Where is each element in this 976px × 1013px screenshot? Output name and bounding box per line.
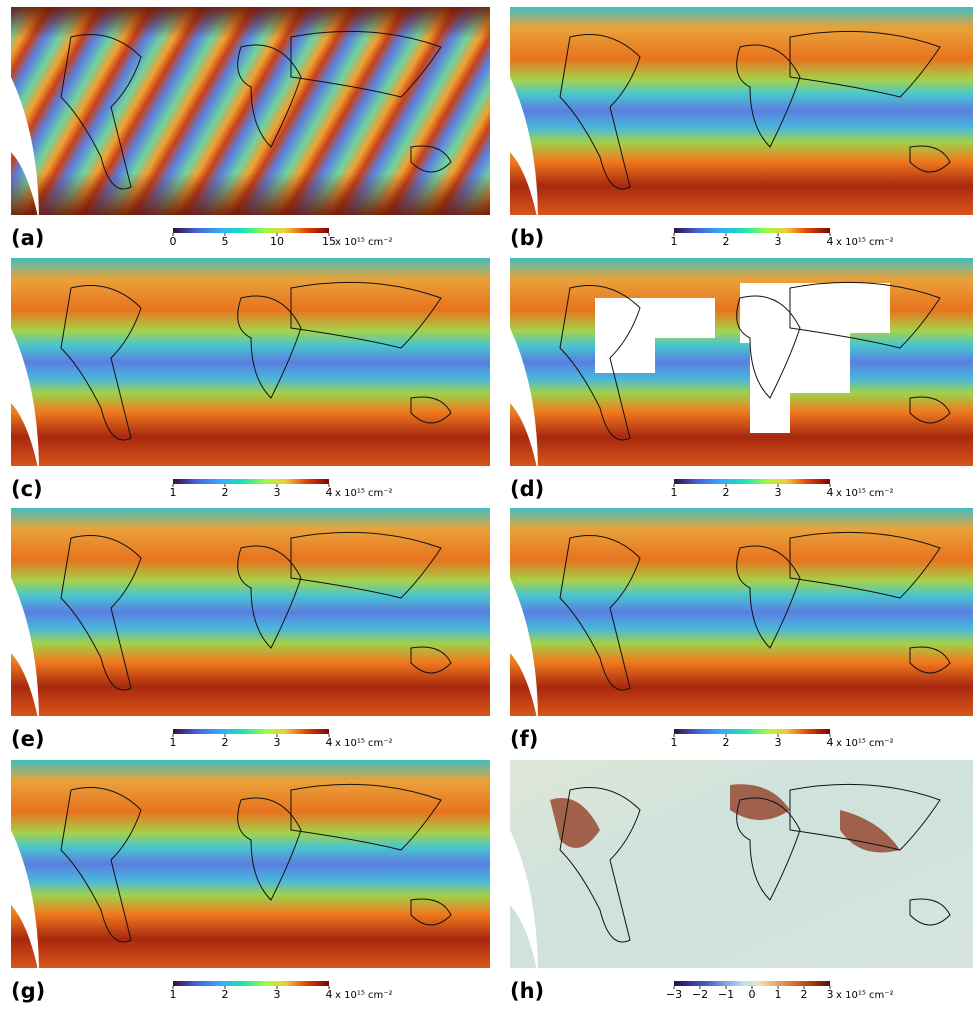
colorbar-tick-label: 1 — [170, 736, 177, 749]
colorbar-unit: x 10¹⁵ cm⁻² — [836, 738, 894, 749]
panel-label: (b) — [510, 226, 544, 250]
panel: (b) 1 2 3 4 x 10¹⁵ cm⁻² — [510, 7, 973, 250]
panel-label: (h) — [510, 979, 544, 1003]
orbit-gap — [510, 830, 538, 975]
colorbar — [173, 228, 329, 233]
panel: (c) 1 2 3 4 x 10¹⁵ cm⁻² — [11, 258, 490, 501]
colorbar-tick-label: 2 — [723, 235, 730, 248]
colorbar — [173, 981, 329, 986]
map — [11, 508, 490, 716]
panel-label: (e) — [11, 727, 44, 751]
colorbar-tick-label: 3 — [775, 486, 782, 499]
colorbar-tick-label: 4 — [326, 988, 333, 1001]
colorbar-tick-label: −1 — [718, 988, 734, 1001]
colorbar-tick-label: 2 — [723, 736, 730, 749]
coastline — [559, 281, 951, 441]
map — [510, 7, 973, 215]
colorbar-unit: x 10¹⁵ cm⁻² — [335, 237, 393, 248]
panel-label: (g) — [11, 979, 45, 1003]
orbit-gap — [510, 328, 538, 473]
colorbar-unit: x 10¹⁵ cm⁻² — [836, 990, 894, 1001]
colorbar — [674, 729, 830, 734]
colorbar-tick-label: 3 — [827, 988, 834, 1001]
coastline — [60, 783, 452, 943]
colorbar-tick-label: 15 — [322, 235, 336, 248]
panel: (a) 0 5 10 15 x 10¹⁵ cm⁻² — [11, 7, 490, 250]
colorbar-tick-label: 3 — [274, 486, 281, 499]
coastline — [559, 30, 951, 190]
colorbar-tick-label: 4 — [827, 736, 834, 749]
colorbar — [173, 479, 329, 484]
coastline — [60, 281, 452, 441]
colorbar-tick-label: 2 — [723, 486, 730, 499]
colorbar-tick-label: 1 — [170, 486, 177, 499]
colorbar-tick-label: 2 — [222, 736, 229, 749]
colorbar-tick-label: 1 — [671, 486, 678, 499]
coastline — [60, 30, 452, 190]
colorbar-tick-label: 2 — [222, 988, 229, 1001]
colorbar-unit: x 10¹⁵ cm⁻² — [335, 990, 393, 1001]
colorbar-tick-label: 3 — [775, 736, 782, 749]
map — [11, 760, 490, 968]
panel-label: (f) — [510, 727, 538, 751]
coastline — [60, 531, 452, 691]
colorbar-tick-label: 0 — [170, 235, 177, 248]
colorbar-tick-label: 0 — [749, 988, 756, 1001]
colorbar-tick-label: 1 — [170, 988, 177, 1001]
panel: (d) 1 2 3 4 x 10¹⁵ cm⁻² — [510, 258, 973, 501]
panel: (g) 1 2 3 4 x 10¹⁵ cm⁻² — [11, 760, 490, 1003]
colorbar-unit: x 10¹⁵ cm⁻² — [836, 237, 894, 248]
colorbar-tick-label: 4 — [326, 736, 333, 749]
coastline — [559, 531, 951, 691]
colorbar-tick-label: 5 — [222, 235, 229, 248]
colorbar-tick-label: 10 — [270, 235, 284, 248]
colorbar-tick-label: 4 — [827, 486, 834, 499]
orbit-gap — [11, 830, 39, 975]
colorbar-unit: x 10¹⁵ cm⁻² — [335, 738, 393, 749]
emission-hotspots — [550, 784, 900, 853]
panel: (e) 1 2 3 4 x 10¹⁵ cm⁻² — [11, 508, 490, 751]
panel-label: (d) — [510, 477, 544, 501]
orbit-gap — [510, 77, 538, 222]
panel-label: (c) — [11, 477, 43, 501]
colorbar — [674, 981, 830, 986]
colorbar — [173, 729, 329, 734]
colorbar-tick-label: 2 — [801, 988, 808, 1001]
colorbar-tick-label: 2 — [222, 486, 229, 499]
panel: (h) −3 −2 −1 0 1 2 3 x 10¹⁵ cm⁻² — [510, 760, 973, 1003]
missing-data — [595, 283, 890, 433]
orbit-gap — [11, 328, 39, 473]
map-shade — [11, 7, 490, 215]
colorbar-tick-label: −2 — [692, 988, 708, 1001]
colorbar-unit: x 10¹⁵ cm⁻² — [335, 488, 393, 499]
colorbar — [674, 479, 830, 484]
colorbar-tick-label: 3 — [274, 736, 281, 749]
colorbar-unit: x 10¹⁵ cm⁻² — [836, 488, 894, 499]
colorbar-tick-label: 3 — [775, 235, 782, 248]
colorbar-tick-label: 1 — [775, 988, 782, 1001]
orbit-gap — [510, 578, 538, 723]
colorbar — [674, 228, 830, 233]
colorbar-tick-label: 4 — [326, 486, 333, 499]
coastline — [559, 783, 951, 943]
orbit-gap — [11, 77, 39, 222]
panel-label: (a) — [11, 226, 44, 250]
colorbar-tick-label: 4 — [827, 235, 834, 248]
colorbar-tick-label: −3 — [666, 988, 682, 1001]
map — [510, 508, 973, 716]
colorbar-tick-label: 1 — [671, 235, 678, 248]
colorbar-tick-label: 3 — [274, 988, 281, 1001]
panel: (f) 1 2 3 4 x 10¹⁵ cm⁻² — [510, 508, 973, 751]
colorbar-tick-label: 1 — [671, 736, 678, 749]
orbit-gap — [11, 578, 39, 723]
map — [11, 258, 490, 466]
